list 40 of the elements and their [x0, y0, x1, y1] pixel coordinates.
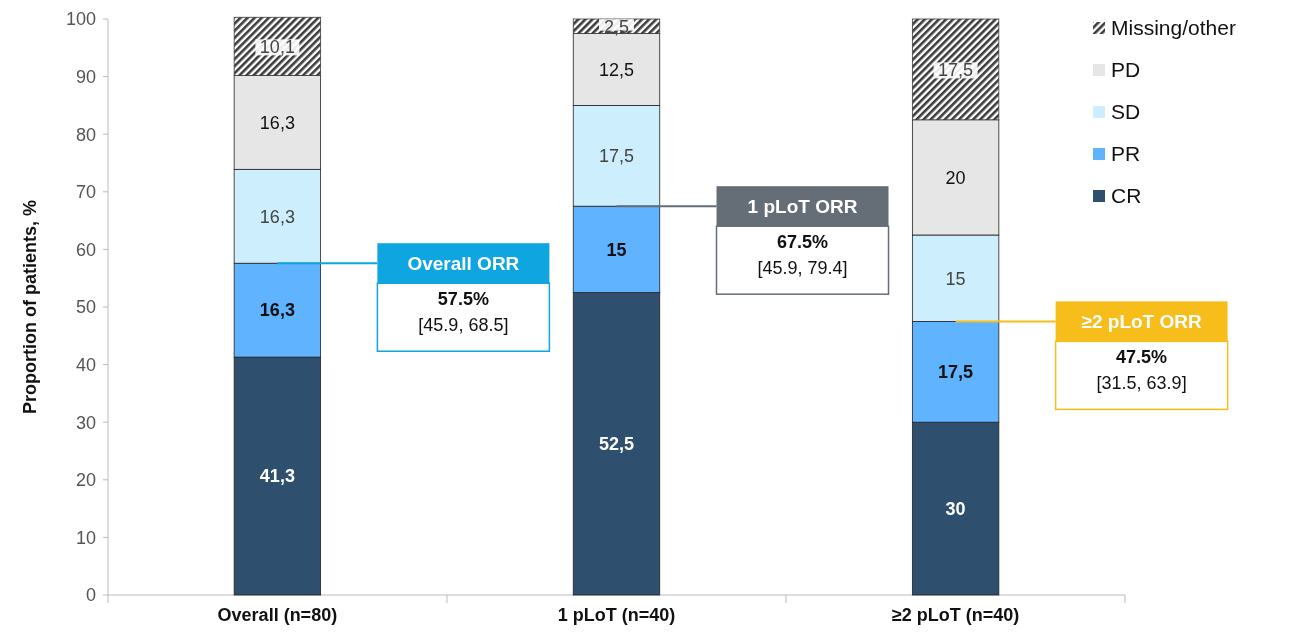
- y-tick-label: 30: [75, 412, 96, 433]
- y-tick-label: 20: [75, 470, 96, 491]
- data-label: 16,3: [259, 112, 295, 133]
- x-tick-label: 1 pLoT (n=40): [557, 605, 676, 625]
- data-label: 30: [945, 498, 966, 519]
- y-tick-label: 90: [75, 66, 96, 87]
- data-label: 17,5: [938, 59, 974, 80]
- y-tick-label: 10: [75, 527, 96, 548]
- x-tick-label: Overall (n=80): [217, 605, 338, 625]
- y-tick-label: 100: [65, 9, 96, 30]
- y-tick-label: 0: [85, 585, 96, 606]
- data-label: 17,5: [938, 362, 974, 383]
- data-label: 20: [945, 167, 966, 188]
- y-tick-label: 80: [75, 124, 96, 145]
- legend-label: PR: [1111, 142, 1141, 166]
- legend-label: CR: [1111, 184, 1142, 208]
- data-label: 17,5: [598, 146, 635, 167]
- data-label: 15: [606, 239, 627, 260]
- legend-label: SD: [1111, 100, 1141, 124]
- data-label: 2,5: [603, 16, 630, 37]
- annotation: ≥2 pLoT ORR 47.5% [31.5, 63.9]: [1081, 311, 1202, 394]
- bar: [911, 18, 1000, 121]
- data-label: 41,3: [259, 466, 295, 487]
- data-label: 16,3: [259, 206, 295, 227]
- data-label: 16,3: [259, 300, 295, 321]
- x-tick-label: ≥2 pLoT (n=40): [891, 605, 1020, 625]
- data-label: 52,5: [598, 434, 635, 455]
- y-tick-label: 70: [75, 182, 96, 203]
- legend-label: PD: [1111, 58, 1141, 82]
- data-label: 15: [945, 268, 966, 289]
- y-tick-label: 50: [75, 297, 96, 318]
- bar: [233, 16, 322, 76]
- annotation: 1 pLoT ORR 67.5% [45.9, 79.4]: [747, 195, 858, 279]
- data-label: 10,1: [259, 36, 295, 57]
- legend-label: Missing/other: [1111, 16, 1236, 40]
- y-axis-title: Proportion of patients, %: [20, 200, 40, 414]
- data-label: 12,5: [598, 59, 635, 80]
- y-tick-label: 60: [75, 239, 96, 260]
- y-tick-label: 40: [75, 354, 96, 375]
- annotation: Overall ORR 57.5% [45.9, 68.5]: [407, 252, 520, 336]
